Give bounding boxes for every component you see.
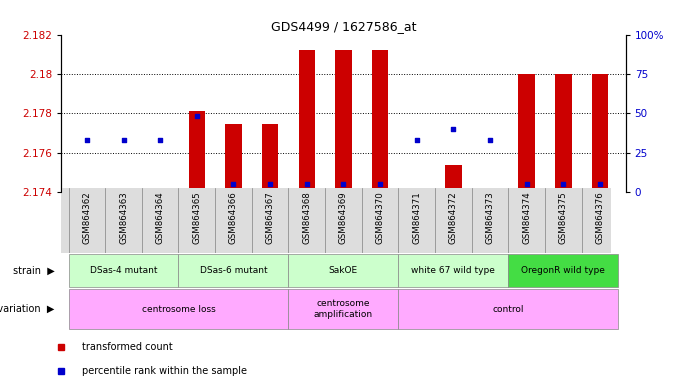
- Text: DSas-4 mutant: DSas-4 mutant: [90, 266, 157, 275]
- Text: GSM864372: GSM864372: [449, 192, 458, 244]
- Text: genotype/variation  ▶: genotype/variation ▶: [0, 304, 54, 314]
- Title: GDS4499 / 1627586_at: GDS4499 / 1627586_at: [271, 20, 416, 33]
- FancyBboxPatch shape: [398, 254, 509, 287]
- Text: centrosome
amplification: centrosome amplification: [314, 300, 373, 319]
- Point: [228, 181, 239, 187]
- Point: [448, 126, 459, 132]
- Point: [338, 181, 349, 187]
- Text: GSM864363: GSM864363: [119, 192, 128, 244]
- Bar: [555, 74, 572, 192]
- Text: GSM864370: GSM864370: [375, 192, 385, 244]
- Text: OregonR wild type: OregonR wild type: [522, 266, 605, 275]
- Text: GSM864369: GSM864369: [339, 192, 348, 244]
- FancyBboxPatch shape: [178, 254, 288, 287]
- FancyBboxPatch shape: [288, 289, 398, 329]
- Text: GSM864366: GSM864366: [229, 192, 238, 244]
- Point: [301, 181, 312, 187]
- Bar: [481, 190, 498, 192]
- Bar: [188, 111, 205, 192]
- Point: [265, 181, 275, 187]
- Text: SakOE: SakOE: [329, 266, 358, 275]
- Point: [521, 181, 532, 187]
- Text: GSM864371: GSM864371: [412, 192, 421, 244]
- FancyBboxPatch shape: [509, 254, 618, 287]
- Text: percentile rank within the sample: percentile rank within the sample: [82, 366, 247, 376]
- Text: GSM864365: GSM864365: [192, 192, 201, 244]
- Bar: [299, 50, 315, 192]
- Point: [594, 181, 605, 187]
- Point: [191, 113, 202, 119]
- Text: GSM864368: GSM864368: [302, 192, 311, 244]
- FancyBboxPatch shape: [61, 188, 611, 253]
- Point: [82, 137, 92, 143]
- Point: [558, 181, 568, 187]
- Bar: [115, 190, 132, 192]
- Bar: [79, 190, 95, 192]
- FancyBboxPatch shape: [288, 254, 398, 287]
- Text: strain  ▶: strain ▶: [13, 266, 54, 276]
- Text: GSM864367: GSM864367: [266, 192, 275, 244]
- FancyBboxPatch shape: [69, 289, 288, 329]
- Text: GSM864375: GSM864375: [559, 192, 568, 244]
- Text: centrosome loss: centrosome loss: [141, 305, 216, 314]
- Point: [485, 137, 496, 143]
- Text: GSM864373: GSM864373: [486, 192, 494, 244]
- FancyBboxPatch shape: [398, 289, 618, 329]
- Text: white 67 wild type: white 67 wild type: [411, 266, 495, 275]
- Bar: [445, 166, 462, 192]
- FancyBboxPatch shape: [69, 254, 178, 287]
- Bar: [335, 50, 352, 192]
- Text: DSas-6 mutant: DSas-6 mutant: [200, 266, 267, 275]
- Bar: [518, 74, 535, 192]
- Bar: [409, 190, 425, 192]
- Point: [155, 137, 166, 143]
- Text: control: control: [492, 305, 524, 314]
- Bar: [372, 50, 388, 192]
- Text: GSM864362: GSM864362: [82, 192, 91, 244]
- Bar: [152, 188, 169, 192]
- Text: transformed count: transformed count: [82, 342, 172, 352]
- Text: GSM864364: GSM864364: [156, 192, 165, 244]
- Bar: [225, 124, 241, 192]
- Bar: [592, 74, 608, 192]
- Text: GSM864376: GSM864376: [596, 192, 605, 244]
- Point: [375, 181, 386, 187]
- Bar: [262, 124, 278, 192]
- Point: [118, 137, 129, 143]
- Point: [411, 137, 422, 143]
- Text: GSM864374: GSM864374: [522, 192, 531, 244]
